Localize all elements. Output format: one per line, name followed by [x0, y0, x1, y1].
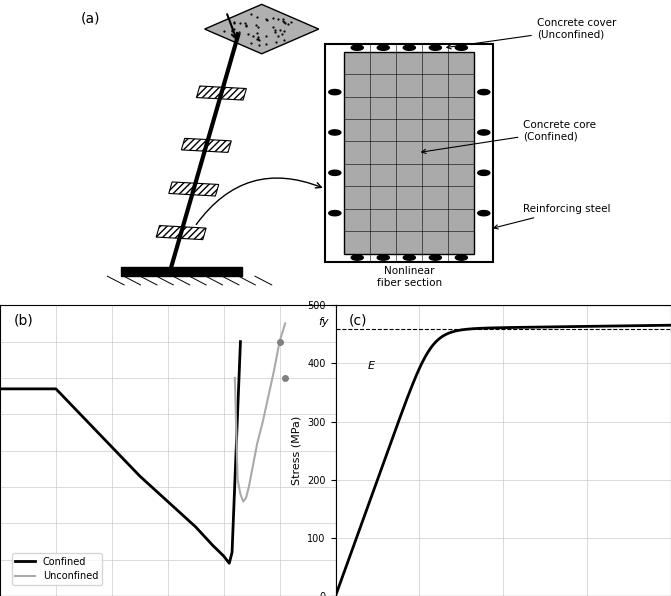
- Circle shape: [351, 255, 363, 260]
- Text: (b): (b): [13, 314, 33, 328]
- Circle shape: [429, 45, 442, 50]
- Circle shape: [329, 210, 341, 216]
- Confined: [30, 385, 38, 392]
- Unconfined: [239, 498, 247, 505]
- Confined: [225, 560, 234, 567]
- Circle shape: [456, 255, 468, 260]
- Line: Unconfined: Unconfined: [235, 324, 285, 501]
- Unconfined: [253, 440, 261, 447]
- Unconfined: [264, 393, 272, 400]
- Bar: [325, 44, 493, 262]
- Confined: [52, 385, 60, 392]
- Text: E: E: [368, 361, 374, 371]
- Circle shape: [329, 130, 341, 135]
- Circle shape: [478, 210, 490, 216]
- Unconfined: [276, 338, 284, 345]
- Confined: [192, 523, 200, 530]
- Circle shape: [478, 170, 490, 175]
- Unconfined: [270, 367, 278, 374]
- Confined: [219, 552, 227, 560]
- Text: (a): (a): [81, 12, 100, 26]
- Text: fy: fy: [319, 317, 329, 327]
- Confined: [236, 338, 244, 345]
- Circle shape: [478, 89, 490, 95]
- Polygon shape: [156, 225, 206, 240]
- Circle shape: [329, 170, 341, 175]
- Polygon shape: [181, 138, 231, 153]
- Polygon shape: [205, 4, 319, 54]
- Confined: [0, 385, 4, 392]
- Unconfined: [281, 320, 289, 327]
- Confined: [108, 443, 116, 451]
- Circle shape: [429, 255, 442, 260]
- Bar: [121, 268, 242, 276]
- Text: Nonlinear
fiber section: Nonlinear fiber section: [376, 266, 442, 288]
- Text: (c): (c): [349, 314, 368, 328]
- Confined: [228, 549, 236, 556]
- Circle shape: [403, 255, 415, 260]
- Polygon shape: [197, 86, 246, 100]
- Confined: [80, 414, 88, 421]
- Legend: Confined, Unconfined: Confined, Unconfined: [11, 552, 102, 585]
- Circle shape: [329, 89, 341, 95]
- Text: Reinforcing steel: Reinforcing steel: [494, 204, 611, 229]
- Confined: [136, 473, 144, 480]
- Circle shape: [456, 45, 468, 50]
- Text: Concrete core
(Confined): Concrete core (Confined): [421, 120, 597, 153]
- Y-axis label: Stress (MPa): Stress (MPa): [292, 416, 302, 485]
- Polygon shape: [169, 182, 219, 196]
- Unconfined: [245, 483, 253, 491]
- Unconfined: [231, 374, 239, 381]
- Confined: [209, 542, 217, 549]
- Confined: [164, 498, 172, 505]
- Unconfined: [234, 476, 242, 483]
- Unconfined: [259, 418, 267, 425]
- Text: Concrete cover
(Unconfined): Concrete cover (Unconfined): [447, 18, 616, 49]
- Circle shape: [377, 45, 389, 50]
- Unconfined: [236, 491, 244, 498]
- Unconfined: [248, 469, 256, 476]
- Circle shape: [478, 130, 490, 135]
- Unconfined: [242, 494, 250, 501]
- Line: Confined: Confined: [0, 342, 240, 563]
- Circle shape: [377, 255, 389, 260]
- Circle shape: [403, 45, 415, 50]
- Bar: [344, 52, 474, 253]
- Circle shape: [351, 45, 363, 50]
